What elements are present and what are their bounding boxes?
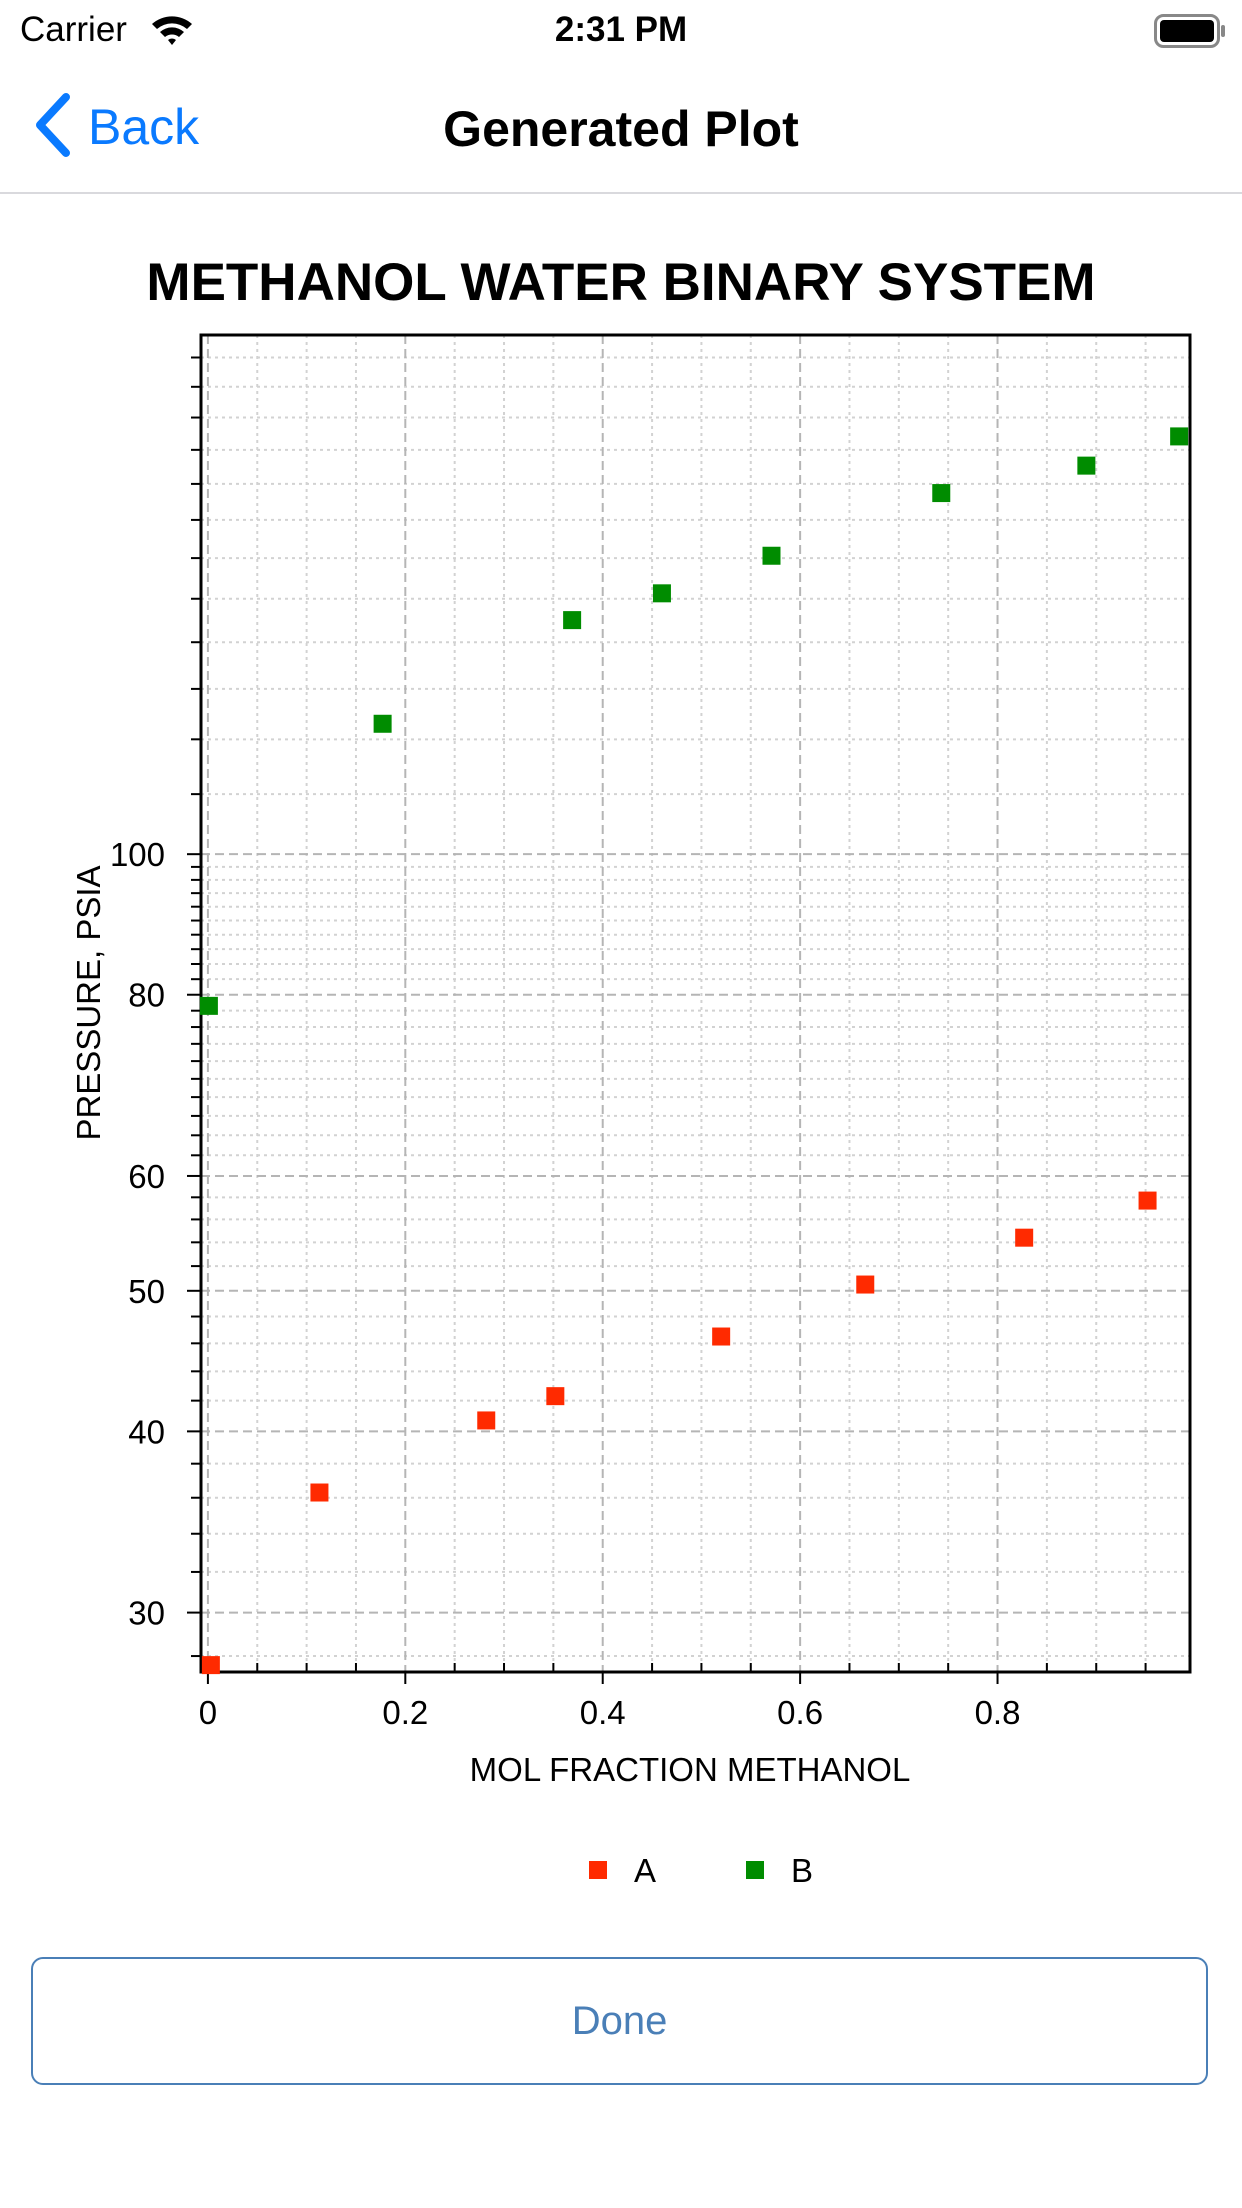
status-bar: Carrier 2:31 PM bbox=[0, 0, 1242, 62]
navigation-bar: Back Generated Plot bbox=[0, 62, 1242, 194]
data-point-b bbox=[563, 611, 582, 630]
wifi-icon bbox=[150, 12, 194, 51]
y-tick-label: 100 bbox=[110, 836, 165, 873]
data-point-a bbox=[712, 1327, 731, 1346]
data-point-b bbox=[762, 546, 781, 565]
legend-marker-a bbox=[589, 1861, 607, 1879]
back-label: Back bbox=[88, 99, 200, 155]
y-axis-label: PRESSURE, PSIA bbox=[70, 865, 107, 1140]
data-point-a bbox=[477, 1411, 496, 1430]
data-point-a bbox=[310, 1483, 329, 1502]
back-button[interactable]: Back bbox=[34, 92, 200, 162]
legend-label-b: B bbox=[791, 1852, 813, 1889]
y-tick-label: 40 bbox=[128, 1413, 165, 1450]
chart: 0 0.2 0.4 0.6 0.8 30 40 50 60 80 100 MOL FRACTION M… bbox=[70, 333, 1192, 1889]
data-point-b bbox=[1170, 427, 1189, 446]
x-tick-label: 0.8 bbox=[975, 1694, 1021, 1731]
y-tick-label: 30 bbox=[128, 1595, 165, 1632]
nav-title: Generated Plot bbox=[443, 101, 799, 157]
clock: 2:31 PM bbox=[554, 10, 688, 49]
data-point-b bbox=[652, 584, 671, 603]
y-tick-label: 80 bbox=[128, 977, 165, 1014]
data-point-b bbox=[932, 484, 951, 503]
data-point-a bbox=[856, 1275, 875, 1294]
x-tick-label: 0.2 bbox=[382, 1694, 428, 1731]
data-point-b bbox=[373, 714, 392, 733]
y-tick-label: 50 bbox=[128, 1273, 165, 1310]
done-button[interactable]: Done bbox=[31, 1957, 1208, 2085]
legend-marker-b bbox=[746, 1861, 764, 1879]
x-tick-label: 0 bbox=[199, 1694, 217, 1731]
legend-label-a: A bbox=[634, 1852, 656, 1889]
data-point-a bbox=[546, 1387, 565, 1406]
chevron-left-icon bbox=[34, 92, 74, 162]
carrier-label: Carrier bbox=[20, 10, 127, 49]
data-point-a bbox=[1015, 1228, 1034, 1247]
data-point-a bbox=[1138, 1191, 1157, 1210]
data-point-a bbox=[201, 1656, 220, 1675]
battery-icon bbox=[1154, 14, 1226, 53]
y-tick-label: 60 bbox=[128, 1158, 165, 1195]
data-point-b bbox=[1077, 456, 1096, 475]
x-axis-label: MOL FRACTION METHANOL bbox=[470, 1751, 911, 1788]
chart-title: METHANOL WATER BINARY SYSTEM bbox=[146, 253, 1096, 312]
plot-area bbox=[201, 335, 1190, 1672]
x-tick-label: 0.4 bbox=[580, 1694, 626, 1731]
data-point-b bbox=[199, 996, 218, 1015]
x-tick-label: 0.6 bbox=[777, 1694, 823, 1731]
